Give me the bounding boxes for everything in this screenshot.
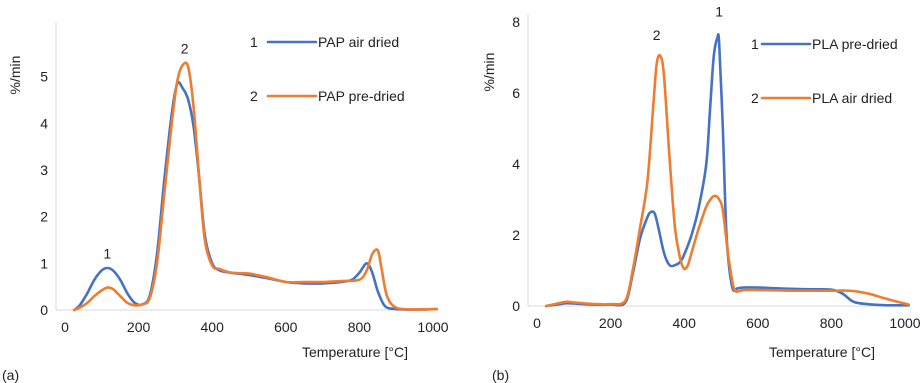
x-tick-label: 200 (127, 319, 151, 335)
x-tick-label: 400 (673, 315, 697, 331)
series-line-2 (72, 61, 438, 312)
x-tick-label: 800 (820, 315, 844, 331)
legend-number: 2 (250, 88, 258, 104)
y-axis-title: %/min (7, 56, 23, 95)
x-axis-title: Temperature [°C] (769, 344, 875, 360)
x-tick-label: 600 (274, 319, 298, 335)
peak-annotation-label: 2 (181, 40, 189, 56)
series-line-2 (544, 53, 910, 308)
legend-number: 2 (751, 90, 759, 106)
peak-annotation-label: 1 (715, 4, 723, 20)
legend-series-name: PAP pre-dried (318, 88, 405, 104)
x-tick-label: 0 (533, 315, 541, 331)
peak-annotation-label: 2 (653, 27, 661, 43)
y-tick-label: 5 (40, 69, 48, 85)
y-tick-label: 6 (512, 85, 520, 101)
y-tick-label: 2 (512, 227, 520, 243)
x-tick-label: 400 (201, 319, 225, 335)
x-tick-label: 0 (61, 319, 69, 335)
legend-series-name: PLA air dried (812, 90, 892, 106)
y-tick-label: 4 (512, 156, 520, 172)
x-tick-label: 600 (746, 315, 770, 331)
legend-number: 1 (751, 36, 759, 52)
peak-annotation-label: 1 (103, 246, 111, 262)
y-tick-label: 0 (512, 298, 520, 314)
x-tick-label: 1000 (889, 315, 920, 331)
x-tick-label: 800 (348, 319, 372, 335)
y-tick-label: 1 (40, 255, 48, 271)
legend-number: 1 (250, 34, 258, 50)
x-axis-title: Temperature [°C] (302, 344, 408, 360)
chart-panel-a: 0 1 2 3 4 5 0 200 400 600 800 1000 %/min Temperature … (2, 22, 449, 383)
y-tick-label: 8 (512, 14, 520, 30)
legend-series-name: PLA pre-dried (812, 36, 898, 52)
legend-series-name: PAP air dried (318, 34, 399, 50)
panel-label: (b) (492, 367, 509, 383)
panel-label: (a) (2, 367, 19, 383)
series-line-1 (544, 33, 910, 308)
y-tick-label: 2 (40, 209, 48, 225)
chart-panel-b: 0 2 4 6 8 0 200 400 600 800 1000 %/min Temperature [… (481, 4, 921, 383)
x-tick-label: 200 (599, 315, 623, 331)
x-tick-label: 1000 (417, 319, 448, 335)
y-axis-title: %/min (481, 53, 497, 92)
y-tick-label: 0 (40, 302, 48, 318)
y-tick-label: 3 (40, 162, 48, 178)
y-tick-label: 4 (40, 115, 48, 131)
